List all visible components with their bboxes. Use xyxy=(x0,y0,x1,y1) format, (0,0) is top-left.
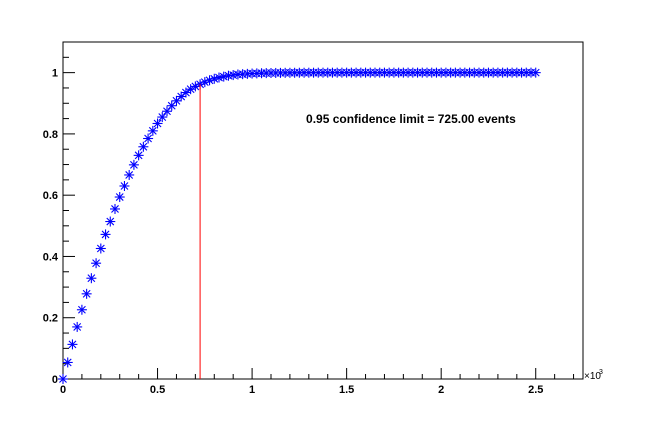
y-tick-label: 0.6 xyxy=(43,190,58,202)
x-axis-exponent-label: ×10 xyxy=(584,371,601,382)
data-point xyxy=(100,229,111,240)
y-tick-label: 0.8 xyxy=(43,129,58,141)
x-tick-label: 0.5 xyxy=(150,384,165,396)
data-point xyxy=(72,321,83,332)
data-point xyxy=(81,288,92,299)
data-point xyxy=(143,133,154,144)
x-tick-label: 0 xyxy=(60,384,66,396)
data-point xyxy=(147,125,158,136)
data-point xyxy=(86,273,97,284)
data-point xyxy=(76,304,87,315)
data-point xyxy=(204,75,215,86)
plot-frame xyxy=(62,41,584,380)
data-point xyxy=(152,118,163,129)
data-point xyxy=(128,159,139,170)
data-point xyxy=(530,67,541,78)
y-tick-label: 0 xyxy=(52,374,58,386)
data-point xyxy=(124,169,135,180)
data-point xyxy=(95,243,106,254)
confidence-limit-annotation: 0.95 confidence limit = 725.00 events xyxy=(306,112,516,126)
data-point xyxy=(62,357,73,368)
y-tick-label: 0.2 xyxy=(43,313,58,325)
y-tick-label: 1 xyxy=(52,68,58,80)
data-point xyxy=(199,77,210,88)
x-tick-label: 2.5 xyxy=(528,384,543,396)
data-point xyxy=(176,91,187,102)
data-point xyxy=(138,141,149,152)
data-point xyxy=(133,150,144,161)
data-markers xyxy=(58,67,541,384)
data-point xyxy=(110,203,120,214)
data-point xyxy=(67,339,78,350)
x-tick-label: 1 xyxy=(249,384,255,396)
data-point xyxy=(58,374,68,384)
y-axis-ticks: 0 0.2 0.4 0.6 0.8 1 xyxy=(43,41,75,386)
data-point xyxy=(91,258,102,269)
data-point xyxy=(114,192,125,203)
x-axis-exponent-power: 3 xyxy=(599,369,603,376)
data-point xyxy=(105,216,116,227)
x-tick-label: 1.5 xyxy=(339,384,354,396)
data-point xyxy=(157,112,168,123)
data-point xyxy=(162,106,172,117)
x-tick-label: 2 xyxy=(438,384,444,396)
y-tick-label: 0.4 xyxy=(43,251,59,263)
data-point xyxy=(119,180,130,191)
x-axis-ticks: 0 0.5 1 1.5 2 2.5 xyxy=(60,368,575,396)
